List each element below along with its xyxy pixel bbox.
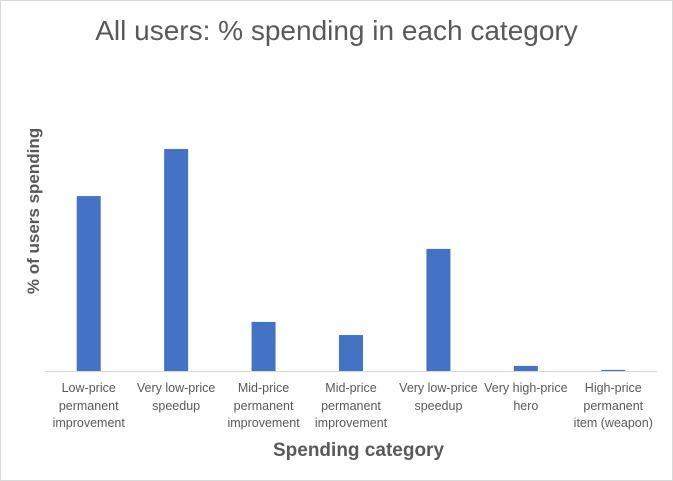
x-tick-label: Low-price permanent improvement [44,380,134,433]
bar-1 [76,196,101,371]
x-tick-label-line: speedup [152,398,201,413]
bar-2 [164,149,189,371]
bar-5 [426,248,451,371]
x-tick-label-line: Low-price [61,381,116,395]
x-tick-label-line: Very low-price [136,381,216,395]
x-tick-label-line: Very high-price [484,381,568,395]
x-tick-label-line: speedup [414,398,463,413]
bar-4 [339,335,363,371]
x-tick-label: Mid-price permanent improvement [219,380,309,433]
x-tick-label: High-price permanent item (weapon) [568,380,658,433]
x-tick-label-line: Mid-price [325,381,377,395]
x-tick-label-line: item (weapon) [573,416,653,430]
bar-7 [601,369,626,371]
x-tick-label-line: permanent [233,398,294,413]
x-tick-label-line: Very low-price [399,381,478,395]
chart-title: All users: % spending in each category [95,15,578,46]
x-tick-label-line: Mid-price [237,381,290,395]
x-axis-label: Spending category [272,440,445,461]
x-tick-label-line: permanent [58,398,119,413]
x-tick-label-line: improvement [52,416,125,430]
x-tick-label-line: improvement [314,416,388,430]
x-tick-label-line: permanent [583,398,644,413]
x-tick-label-line: improvement [227,416,300,430]
x-tick-label-line: High-price [584,381,642,395]
x-tick-label: Very low-price speedup [131,380,221,415]
x-tick-label: Mid-price permanent improvement [306,380,396,433]
x-tick-label: Very high-price hero [481,380,571,415]
bar-3 [251,321,276,371]
x-tick-label-line: permanent [321,398,381,413]
bar-6 [513,365,538,371]
x-tick-label: Very low-price speedup [393,380,483,415]
x-tick-label-line: hero [513,398,539,413]
